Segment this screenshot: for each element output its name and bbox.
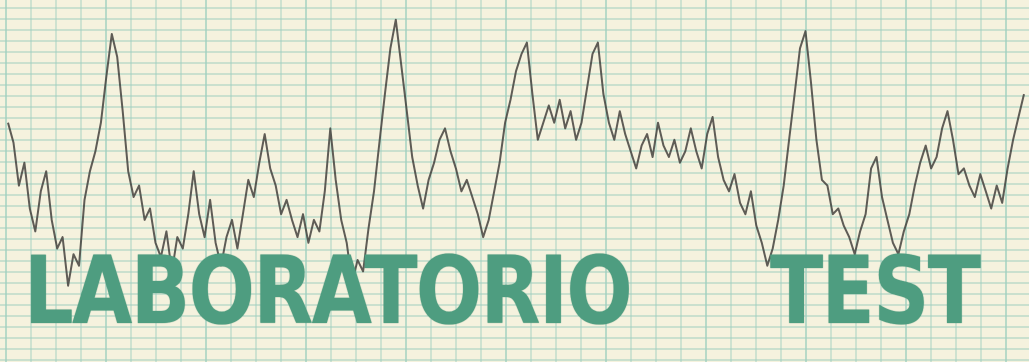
title-word-test: TEST <box>770 237 981 346</box>
title-word-laboratorio: LABORATORIO <box>24 237 633 346</box>
trace-line <box>7 18 1025 287</box>
banner-title: LABORATORIO TEST <box>14 237 1019 346</box>
